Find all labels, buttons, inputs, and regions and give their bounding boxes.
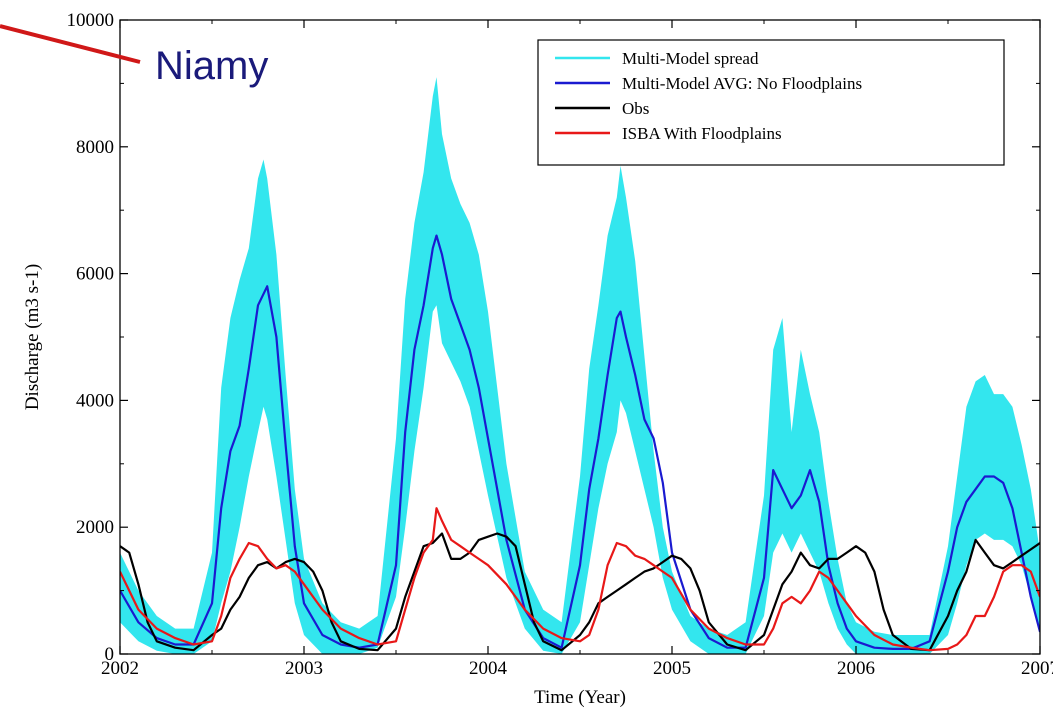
y-tick-label: 0 [105, 644, 115, 665]
x-axis-title: Time (Year) [534, 687, 626, 708]
legend-box [537, 39, 1005, 166]
x-tick-label: 2006 [837, 658, 875, 679]
niamy-callout: Niamy [0, 24, 268, 88]
legend-label: Multi-Model spread [622, 49, 759, 68]
legend-label: Obs [622, 99, 649, 118]
legend-label: ISBA With Floodplains [622, 124, 782, 143]
axis-titles: Time (Year) Discharge (m3 s-1) [22, 264, 626, 708]
y-axis-title: Discharge (m3 s-1) [22, 264, 43, 410]
callout-pointer-line [0, 24, 141, 64]
series-line-multi-model-avg-no-floodplains [120, 234, 1040, 651]
x-tick-label: 2004 [469, 658, 508, 679]
x-tick-label: 2005 [653, 658, 691, 679]
y-tick-label: 6000 [76, 264, 114, 285]
x-tick-label: 2007 [1021, 658, 1053, 679]
y-tick-label: 10000 [67, 10, 115, 31]
ticks-layer: 2002 2003 2004 2005 2006 2007 0 2000 4000 6000 800… [67, 10, 1053, 679]
data-layer [120, 77, 1040, 654]
series-line-isba-with-floodplains [120, 507, 1040, 652]
x-tick-label: 2003 [285, 658, 323, 679]
y-tick-label: 2000 [76, 517, 114, 538]
callout-label: Niamy [155, 44, 268, 88]
y-tick-label: 8000 [76, 137, 114, 158]
x-tick-label: 2002 [101, 658, 139, 679]
legend: Multi-Model spread Multi-Model AVG: No Fl… [537, 39, 1005, 166]
series-band-multi-model-spread [120, 77, 1040, 654]
y-tick-label: 4000 [76, 390, 114, 411]
legend-label: Multi-Model AVG: No Floodplains [622, 74, 862, 93]
